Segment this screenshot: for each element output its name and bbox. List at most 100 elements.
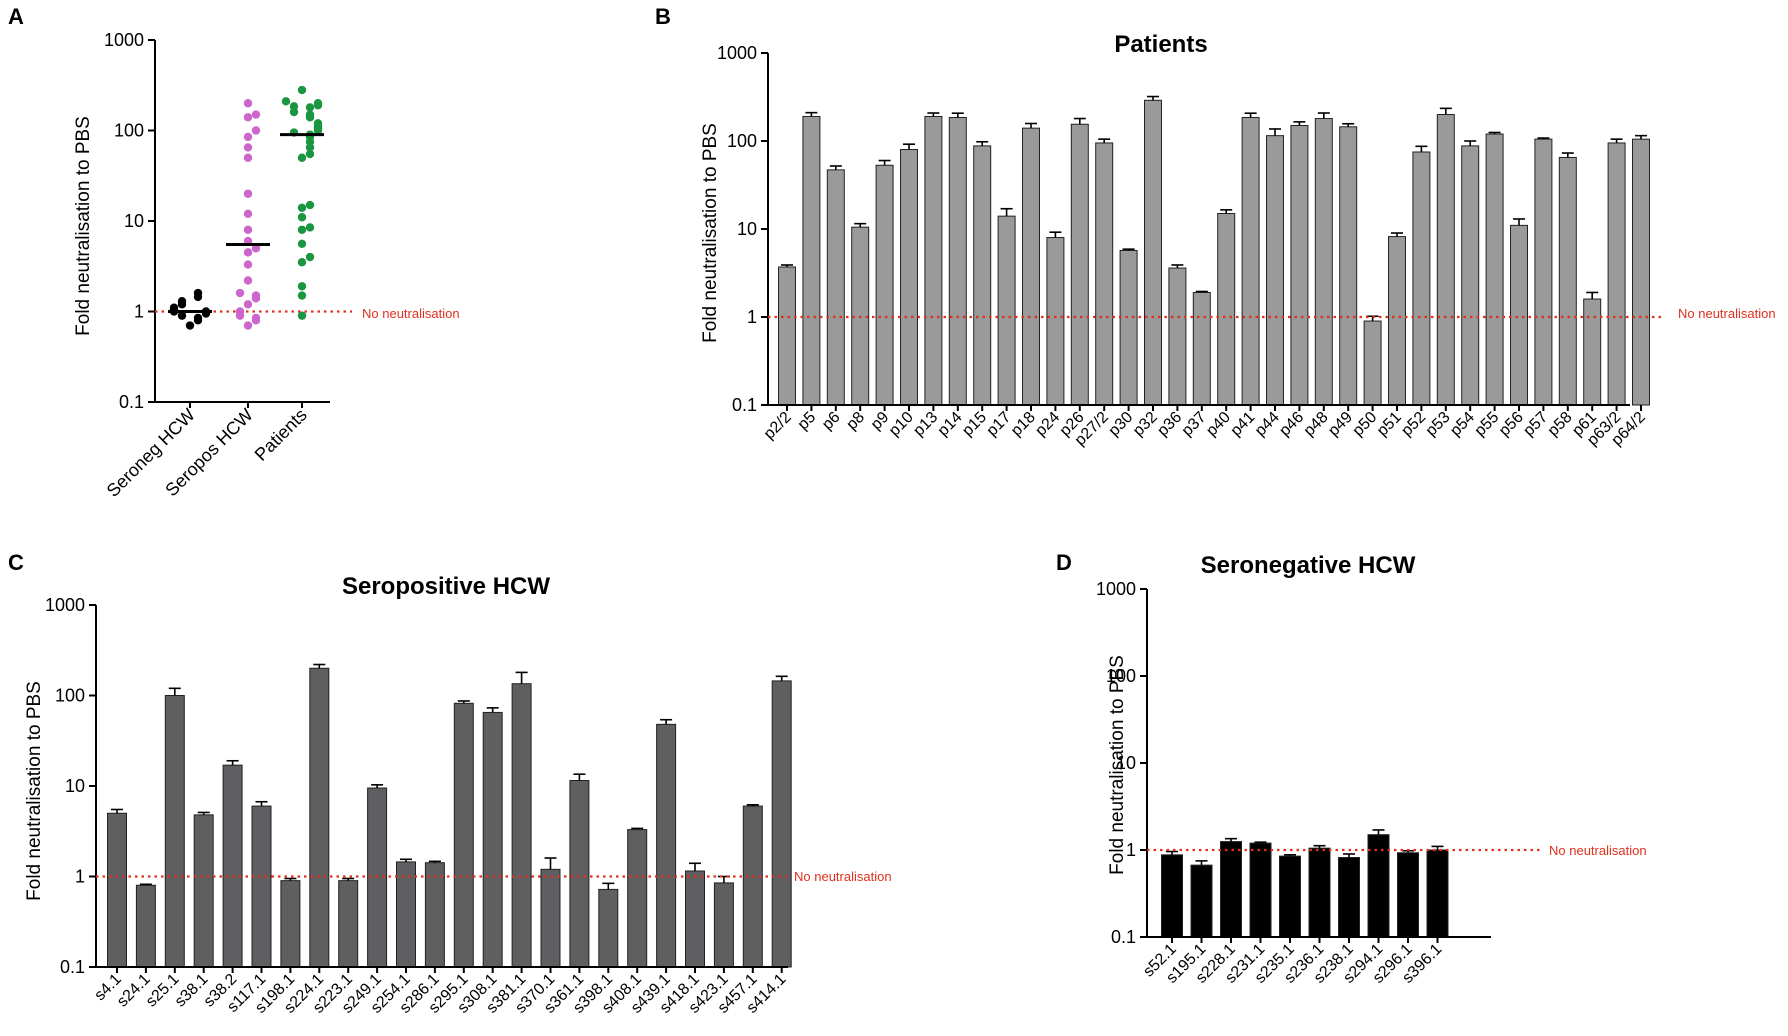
data-point — [243, 300, 253, 309]
reference-line-label-d: No neutralisation — [1549, 843, 1647, 858]
bar-c — [656, 723, 677, 968]
data-point — [243, 132, 253, 142]
bar-c — [627, 829, 648, 968]
y-axis-title-d: Fold neutralisation to PBS — [1107, 655, 1128, 875]
bar-d — [1426, 849, 1449, 938]
data-point — [235, 307, 245, 316]
bar-d — [1220, 841, 1242, 938]
bar-b — [1388, 236, 1406, 406]
data-point — [169, 303, 179, 312]
data-point — [281, 97, 291, 106]
reference-line-label-b: No neutralisation — [1678, 306, 1776, 321]
bar-b — [1632, 138, 1650, 406]
x-category-label-b: p51 — [1374, 409, 1405, 440]
bar-d — [1161, 854, 1183, 938]
bar-c — [511, 683, 532, 968]
x-category-label-b: p40 — [1203, 409, 1234, 440]
bar-b — [1144, 99, 1162, 406]
data-point — [297, 311, 307, 320]
data-point — [243, 143, 253, 152]
data-point — [297, 258, 307, 267]
data-point — [297, 213, 307, 222]
data-point — [243, 209, 253, 219]
data-point — [297, 203, 307, 212]
bar-c — [540, 868, 561, 968]
bar-b — [1046, 237, 1065, 406]
bar-c — [193, 814, 214, 968]
bar-c — [742, 805, 763, 968]
y-tick-label-c: 100 — [55, 686, 85, 706]
y-tick-label-d: 1 — [1126, 840, 1136, 860]
data-point — [305, 223, 315, 232]
panel-letter-c: C — [8, 550, 24, 575]
x-category-label-b: p52 — [1398, 409, 1429, 440]
data-point — [297, 85, 307, 95]
data-point — [297, 225, 307, 234]
y-tick-label-b: 10 — [737, 219, 757, 239]
y-tick-label-b: 100 — [727, 131, 757, 151]
bar-b — [1607, 142, 1626, 406]
x-category-label-b: p48 — [1301, 409, 1332, 440]
x-category-label-b: p6 — [819, 409, 844, 434]
bar-b — [948, 116, 967, 406]
bar-c — [685, 870, 705, 968]
bar-b — [1363, 320, 1382, 406]
bar-b — [1558, 156, 1577, 406]
data-point — [251, 313, 261, 323]
data-point — [243, 99, 253, 108]
data-point — [193, 313, 203, 323]
y-tick-label-a: 10 — [124, 211, 144, 231]
bar-chart-d: 0.11101001000s52.1s195.1s228.1s231.1s235… — [1096, 579, 1540, 987]
data-point — [177, 311, 187, 320]
y-tick-label-b: 1000 — [717, 43, 757, 63]
y-axis-title-a: Fold neutralisation to PBS — [73, 116, 94, 336]
data-point — [313, 119, 323, 128]
y-tick-label-d: 10 — [1116, 753, 1136, 773]
bar-c — [713, 882, 734, 968]
data-point — [185, 321, 195, 330]
data-point — [243, 276, 253, 285]
chart-title-b: Patients — [1114, 31, 1207, 58]
x-category-label-b: p18 — [1008, 409, 1039, 440]
data-point — [297, 239, 307, 248]
y-axis-title-c: Fold neutralisation to PBS — [24, 681, 45, 901]
data-point — [243, 248, 253, 257]
bar-b — [1192, 291, 1211, 406]
data-point — [243, 225, 253, 234]
data-point — [305, 103, 315, 112]
data-point — [305, 110, 315, 119]
x-category-label-b: p14 — [935, 409, 966, 440]
bar-b — [973, 145, 992, 406]
bar-d — [1397, 852, 1419, 938]
bar-b — [1119, 249, 1138, 406]
x-category-label-b: p37 — [1179, 409, 1210, 440]
x-category-label-b: p2/2 — [761, 409, 795, 443]
data-point — [243, 189, 253, 198]
bar-c — [107, 812, 127, 968]
data-point — [289, 102, 299, 111]
bar-b — [1461, 145, 1480, 406]
data-point — [243, 113, 253, 122]
bar-b — [826, 169, 845, 406]
data-point — [305, 149, 315, 159]
bar-c — [569, 780, 590, 968]
bar-b — [875, 164, 894, 406]
x-category-label-b: p49 — [1325, 409, 1356, 440]
x-category-label-b: p56 — [1496, 409, 1527, 440]
bar-b — [1095, 142, 1114, 406]
bar-b — [1266, 135, 1284, 406]
y-tick-label-c: 10 — [65, 776, 85, 796]
bar-b — [1583, 298, 1602, 406]
y-tick-label-b: 1 — [747, 307, 757, 327]
x-category-label-b: p46 — [1276, 409, 1307, 440]
bar-b — [924, 115, 943, 406]
y-tick-label-d: 1000 — [1096, 579, 1136, 599]
bar-c — [396, 861, 416, 968]
bar-b — [1510, 224, 1528, 406]
bar-b — [802, 115, 821, 406]
bar-b — [1168, 267, 1187, 406]
data-point — [243, 153, 253, 162]
data-point — [243, 321, 253, 330]
